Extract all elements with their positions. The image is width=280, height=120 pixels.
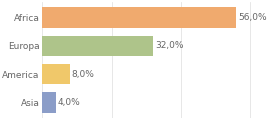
Bar bbox=[42, 92, 56, 113]
Text: 8,0%: 8,0% bbox=[72, 70, 95, 79]
Bar bbox=[42, 36, 153, 56]
Bar bbox=[42, 64, 70, 84]
Text: 56,0%: 56,0% bbox=[238, 13, 267, 22]
Bar bbox=[42, 7, 236, 28]
Text: 32,0%: 32,0% bbox=[155, 41, 183, 50]
Text: 4,0%: 4,0% bbox=[58, 98, 81, 107]
